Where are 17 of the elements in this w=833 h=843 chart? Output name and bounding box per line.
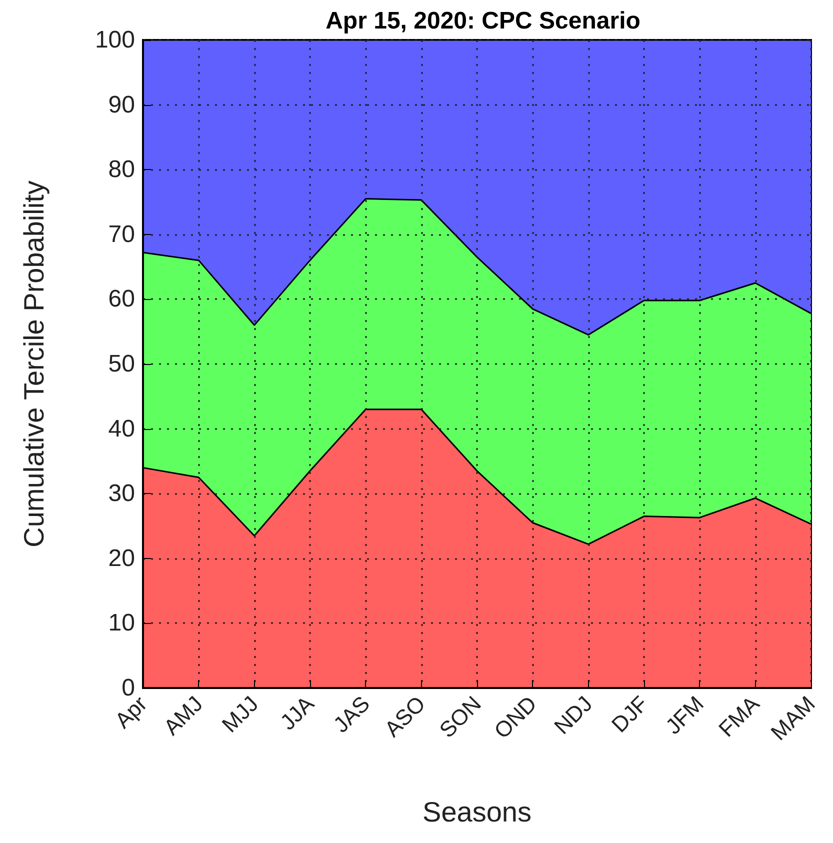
y-tick-label: 90: [108, 91, 135, 118]
y-tick-label: 100: [94, 26, 135, 54]
chart-title: Apr 15, 2020: CPC Scenario: [326, 8, 640, 34]
x-tick-label: JJA: [275, 690, 320, 735]
x-axis-title: Seasons: [422, 796, 532, 828]
y-tick-label: 0: [122, 674, 135, 702]
y-tick-label: 20: [108, 544, 135, 572]
y-tick-label: 40: [108, 415, 135, 442]
y-axis-title: Cumulative Tercile Probability: [18, 180, 50, 548]
y-tick-label: 50: [108, 350, 135, 378]
x-tick-label: JAS: [328, 691, 375, 738]
x-tick-label: MJJ: [216, 691, 264, 738]
y-tick-label: 60: [108, 286, 135, 313]
y-tick-label: 10: [108, 610, 135, 637]
y-tick-label: 70: [108, 220, 135, 248]
y-tick-label: 30: [108, 480, 135, 508]
y-tick-label: 80: [108, 156, 135, 184]
